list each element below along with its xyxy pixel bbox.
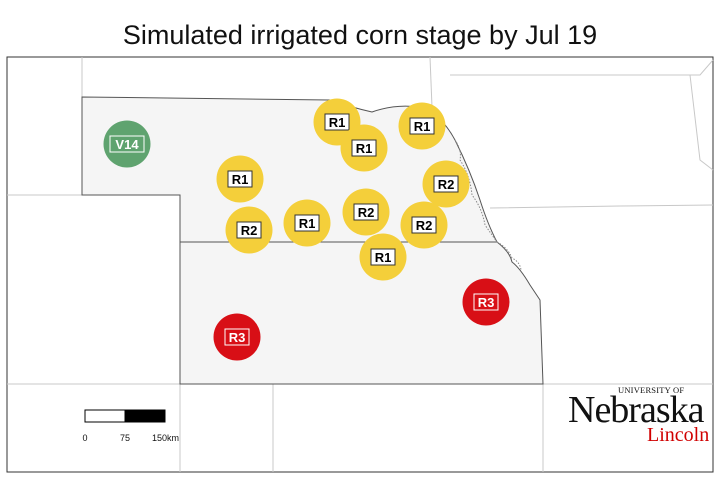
site-marker-r1: R1 (313, 98, 361, 146)
boundary-mn-ia (450, 59, 714, 76)
site-label-box (411, 216, 437, 234)
site-label-box (109, 135, 145, 153)
site-label-box (224, 328, 250, 346)
site-stage-label: R1 (329, 115, 346, 130)
boundary-sd-mn (429, 56, 433, 108)
scale-segment-1 (84, 409, 126, 423)
site-label-box (433, 175, 459, 193)
site-label-box (353, 203, 379, 221)
logo-name-text: Nebraska (568, 389, 704, 431)
site-label-box (227, 170, 253, 188)
logo-university-text: UNIVERSITY OF (618, 385, 685, 395)
site-stage-label: R2 (358, 205, 375, 220)
site-marker-r1: R1 (283, 199, 331, 247)
site-stage-label: R1 (356, 141, 373, 156)
site-marker-r1: R1 (398, 102, 446, 150)
site-stage-label: R3 (229, 330, 246, 345)
boundary-ia-mo (489, 204, 714, 209)
site-stage-label: R3 (478, 295, 495, 310)
map-title: Simulated irrigated corn stage by Jul 19 (122, 20, 598, 50)
missouri-river (454, 139, 498, 243)
site-marker-r1: R1 (340, 124, 388, 172)
site-stage-label: R1 (414, 119, 431, 134)
site-marker-r2: R2 (422, 160, 470, 208)
site-marker-r3: R3 (213, 313, 261, 361)
site-label-box (324, 113, 350, 131)
site-stage-label: R1 (299, 216, 316, 231)
site-label-box (473, 293, 499, 311)
site-marker-r1: R1 (216, 155, 264, 203)
site-markers: V14 R1 R1 R1 R1 R2 R2 R1 R2 R2 R1 R3 R3 (103, 98, 510, 361)
scale-label-75: 75 (120, 433, 130, 443)
site-stage-label: R2 (438, 177, 455, 192)
site-marker-r2: R2 (342, 188, 390, 236)
site-stage-label: R2 (416, 218, 433, 233)
site-label-box (294, 214, 320, 232)
site-marker-r1: R1 (359, 233, 407, 281)
kansas-shape (179, 241, 544, 385)
scale-segment-2 (124, 409, 166, 423)
river-ks-mo (496, 241, 522, 271)
site-stage-label: R1 (375, 250, 392, 265)
site-label-box (370, 248, 396, 266)
nebraska-shape (81, 96, 498, 243)
site-marker-v14: V14 (103, 120, 151, 168)
site-marker-r3: R3 (462, 278, 510, 326)
site-marker-r2: R2 (225, 206, 273, 254)
scale-label-0: 0 (82, 433, 87, 443)
scale-label-150: 150km (152, 433, 179, 443)
site-stage-label: V14 (115, 137, 139, 152)
boundary-ia-il (689, 74, 714, 171)
university-logo: UNIVERSITY OF Nebraska Lincoln (566, 382, 711, 452)
scale-bar: 0 75 150km (82, 409, 179, 443)
site-label-box (236, 221, 262, 239)
logo-city-text: Lincoln (647, 424, 710, 446)
site-stage-label: R2 (241, 223, 258, 238)
site-label-box (351, 139, 377, 157)
site-marker-r2: R2 (400, 201, 448, 249)
site-label-box (409, 117, 435, 135)
site-stage-label: R1 (232, 172, 249, 187)
